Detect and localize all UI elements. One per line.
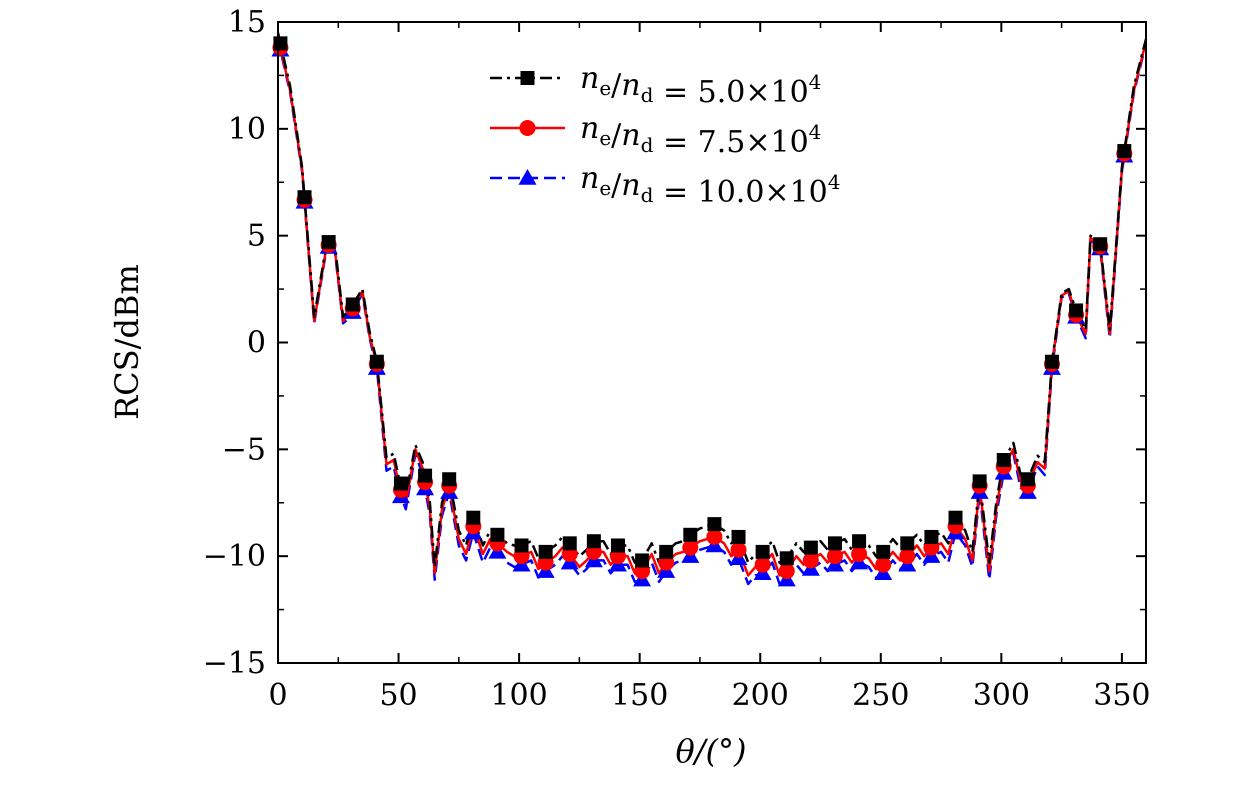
series-1-marker <box>659 544 674 559</box>
series-1-marker <box>1044 354 1059 369</box>
x-tick-label: 50 <box>379 678 417 713</box>
series-1-marker <box>418 468 433 483</box>
series-2-marker <box>826 548 843 565</box>
series-1-marker <box>345 297 360 312</box>
series-1-marker <box>1093 237 1108 252</box>
series-1-marker <box>442 472 457 487</box>
y-tick-label: −5 <box>222 432 266 467</box>
series-1-marker <box>466 510 481 525</box>
series-1-marker <box>876 544 891 559</box>
series-1-marker <box>755 544 770 559</box>
series-2-marker <box>754 556 771 573</box>
series-line-2 <box>276 36 1148 577</box>
x-tick-label: 250 <box>852 678 909 713</box>
series-2-marker <box>851 546 868 563</box>
series-1-marker <box>369 354 384 369</box>
series-1-marker <box>948 510 963 525</box>
series-1-marker <box>707 517 722 532</box>
legend-label-1: ne/nd = 5.0×104 <box>580 61 821 110</box>
x-tick-label: 150 <box>611 678 668 713</box>
legend-marker-2 <box>519 120 536 136</box>
x-tick-label: 350 <box>1093 678 1150 713</box>
series-2-marker <box>899 548 916 565</box>
series-1-marker <box>490 527 505 542</box>
y-tick-label: 15 <box>228 5 266 40</box>
series-1-marker <box>393 476 408 491</box>
series-1-marker <box>321 235 336 250</box>
series-1-marker <box>1020 472 1035 487</box>
y-tick-label: 5 <box>247 219 266 254</box>
series-1-marker <box>514 538 529 553</box>
y-tick-label: −10 <box>203 539 266 574</box>
series-1-marker <box>562 536 577 551</box>
legend-marker-1 <box>520 71 535 85</box>
series-1-marker <box>900 536 915 551</box>
x-tick-label: 100 <box>490 678 547 713</box>
series-2-marker <box>875 556 892 573</box>
series-1-marker <box>827 536 842 551</box>
axes: 0 50 100 150 200 250 300 350 −15 −10 −5 0 5 10 15 <box>203 5 1151 713</box>
y-axis-title: RCS/dBm <box>108 264 146 420</box>
series-1-marker <box>610 538 625 553</box>
x-tick-label: 200 <box>732 678 789 713</box>
series-1-marker <box>779 551 794 566</box>
series-1-marker <box>586 534 601 549</box>
series-2-marker <box>730 541 747 558</box>
y-tick-label: −15 <box>203 646 266 681</box>
y-tick-label: 10 <box>228 112 266 147</box>
series-1-marker <box>635 553 650 568</box>
series-1-marker <box>852 534 867 549</box>
legend-label-3: ne/nd = 10.0×104 <box>580 161 840 210</box>
series-1-marker <box>538 544 553 559</box>
legend-label-2: ne/nd = 7.5×104 <box>580 111 821 160</box>
legend-marker-3 <box>518 169 537 185</box>
x-tick-label: 300 <box>973 678 1030 713</box>
x-tick-label: 0 <box>268 678 287 713</box>
series-2-marker <box>802 552 819 569</box>
series-1-marker <box>972 474 987 489</box>
series-line-1 <box>276 32 1148 569</box>
series-1-marker <box>1069 303 1084 318</box>
plot-frame <box>277 21 1147 664</box>
series-1-marker <box>273 36 288 51</box>
x-axis-title: θ/(°) <box>675 732 746 770</box>
series-1-marker <box>1117 144 1132 159</box>
series-1-marker <box>731 529 746 544</box>
y-tick-label: 0 <box>247 326 266 361</box>
plot-area <box>271 32 1148 587</box>
series-1-marker <box>996 453 1011 468</box>
series-1-marker <box>924 529 939 544</box>
series-2-marker <box>682 539 699 556</box>
series-2-marker <box>706 528 723 545</box>
series-1-marker <box>297 190 312 205</box>
series-1-marker <box>683 527 698 542</box>
series-2-marker <box>778 563 795 580</box>
series-1-marker <box>803 540 818 555</box>
